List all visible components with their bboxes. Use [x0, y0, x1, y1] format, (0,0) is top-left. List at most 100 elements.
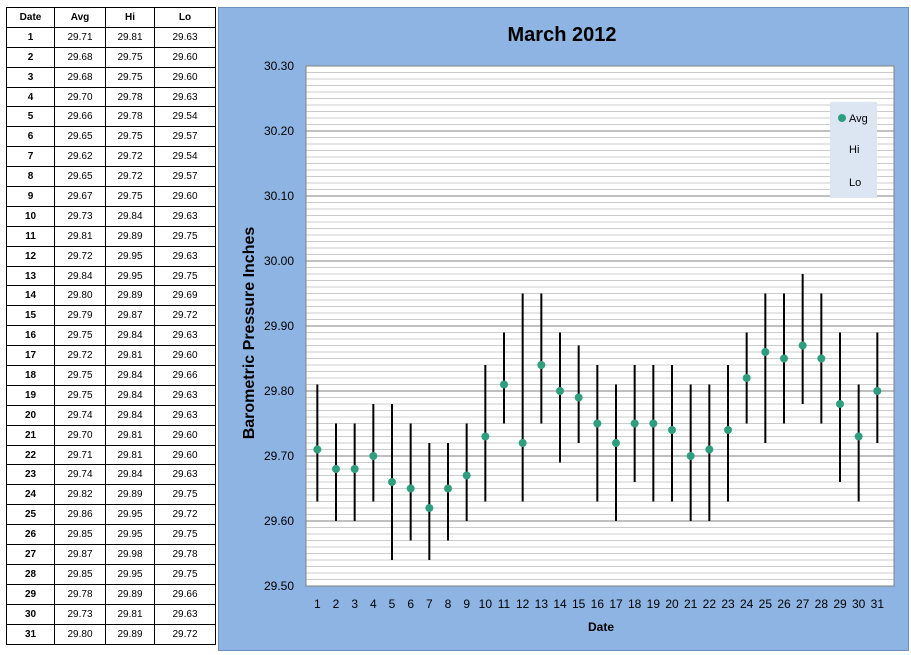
cell-avg: 29.70: [54, 424, 106, 446]
cell-avg: 29.70: [54, 86, 106, 108]
cell-lo: 29.60: [154, 345, 216, 367]
cell-avg: 29.71: [54, 26, 106, 48]
cell-hi: 29.84: [105, 205, 155, 227]
avg-point: [686, 452, 695, 460]
table-row: 7 29.62 29.72 29.54: [6, 146, 216, 168]
x-tick-label: 18: [628, 597, 642, 611]
avg-point: [761, 348, 770, 356]
y-axis-label: Barometric Pressure Inches: [241, 227, 258, 440]
table-row: 16 29.75 29.84 29.63: [6, 325, 216, 347]
cell-date: 30: [6, 603, 55, 625]
legend-lo-label: Lo: [849, 177, 861, 189]
cell-date: 8: [6, 166, 55, 188]
cell-lo: 29.60: [154, 444, 216, 466]
cell-date: 28: [6, 563, 55, 585]
cell-hi: 29.81: [105, 26, 155, 48]
x-tick-label: 14: [553, 597, 567, 611]
avg-point: [705, 445, 714, 454]
cell-date: 14: [6, 285, 55, 307]
cell-date: 4: [6, 86, 55, 108]
table-row: 30 29.73 29.81 29.63: [6, 603, 216, 625]
cell-lo: 29.60: [154, 186, 216, 207]
avg-point: [668, 426, 676, 434]
table-row: 8 29.65 29.72 29.57: [6, 166, 216, 188]
cell-date: 20: [6, 404, 55, 426]
avg-point: [836, 400, 844, 408]
avg-point: [780, 354, 788, 363]
x-tick-label: 29: [833, 597, 847, 611]
cell-lo: 29.69: [154, 285, 216, 307]
table-row: 24 29.82 29.89 29.75: [6, 484, 216, 506]
x-tick-label: 13: [535, 597, 549, 611]
cell-lo: 29.60: [154, 46, 216, 68]
y-tick-label: 30.10: [264, 189, 294, 203]
cell-hi: 29.78: [105, 106, 155, 128]
cell-date: 11: [6, 225, 55, 247]
cell-avg: 29.72: [54, 345, 106, 367]
x-tick-label: 10: [479, 597, 493, 611]
x-tick-label: 4: [370, 597, 377, 611]
cell-date: 5: [6, 106, 55, 128]
avg-point: [406, 484, 415, 493]
cell-date: 29: [6, 583, 55, 605]
cell-hi: 29.81: [105, 603, 155, 625]
table-row: 27 29.87 29.98 29.78: [6, 544, 216, 565]
cell-avg: 29.79: [54, 305, 106, 327]
cell-avg: 29.74: [54, 404, 106, 426]
x-tick-label: 31: [871, 597, 885, 611]
x-tick-label: 3: [351, 597, 358, 611]
table-row: 14 29.80 29.89 29.69: [6, 285, 216, 307]
x-tick-label: 21: [684, 597, 698, 611]
x-tick-label: 2: [333, 597, 340, 611]
x-tick-label: 22: [703, 597, 717, 611]
avg-point: [369, 452, 378, 460]
cell-date: 6: [6, 126, 55, 148]
avg-point: [649, 419, 658, 428]
cell-hi: 29.72: [105, 166, 155, 188]
y-tick-label: 29.90: [264, 319, 294, 333]
cell-date: 19: [6, 384, 55, 406]
table-row: 12 29.72 29.95 29.63: [6, 245, 216, 267]
cell-lo: 29.63: [154, 26, 216, 48]
y-tick-label: 29.60: [264, 514, 294, 528]
cell-date: 9: [6, 186, 55, 207]
table-row: 22 29.71 29.81 29.60: [6, 444, 216, 466]
cell-hi: 29.84: [105, 384, 155, 406]
y-tick-label: 29.70: [264, 449, 294, 463]
table-row: 20 29.74 29.84 29.63: [6, 404, 216, 426]
cell-hi: 29.89: [105, 623, 155, 645]
legend-avg-label: Avg: [849, 113, 868, 125]
table-row: 17 29.72 29.81 29.60: [6, 345, 216, 367]
cell-lo: 29.72: [154, 623, 216, 645]
cell-lo: 29.63: [154, 384, 216, 406]
table-row: 23 29.74 29.84 29.63: [6, 464, 216, 486]
cell-avg: 29.85: [54, 524, 106, 546]
y-tick-label: 29.50: [264, 579, 294, 593]
cell-avg: 29.75: [54, 384, 106, 406]
cell-date: 27: [6, 544, 55, 565]
cell-date: 31: [6, 623, 55, 645]
y-axis-ticks: 29.50 29.60 29.70 29.80 29.90 30.00 30.10 30.20…: [264, 59, 294, 593]
cell-hi: 29.84: [105, 325, 155, 347]
x-tick-label: 25: [759, 597, 773, 611]
x-axis-ticks: 1 2 3 4 5 6 7 8 9 10 11 12 13 14 15 16 17 18 19 20 21 22 23 24 2…: [314, 597, 884, 611]
cell-avg: 29.68: [54, 66, 106, 88]
x-tick-label: 28: [815, 597, 829, 611]
cell-hi: 29.87: [105, 305, 155, 327]
cell-hi: 29.89: [105, 285, 155, 307]
cell-lo: 29.75: [154, 265, 216, 287]
table-header-row: Date Avg Hi Lo: [6, 7, 216, 28]
table-row: 4 29.70 29.78 29.63: [6, 86, 216, 108]
cell-date: 3: [6, 66, 55, 88]
x-tick-label: 12: [516, 597, 530, 611]
cell-hi: 29.75: [105, 186, 155, 207]
x-tick-label: 26: [777, 597, 791, 611]
table-row: 29 29.78 29.89 29.66: [6, 583, 216, 605]
table-row: 1 29.71 29.81 29.63: [6, 26, 216, 48]
avg-point: [350, 465, 359, 473]
x-tick-label: 16: [591, 597, 605, 611]
avg-point: [612, 439, 620, 447]
x-tick-label: 1: [314, 597, 321, 611]
cell-lo: 29.63: [154, 86, 216, 108]
cell-lo: 29.63: [154, 404, 216, 426]
